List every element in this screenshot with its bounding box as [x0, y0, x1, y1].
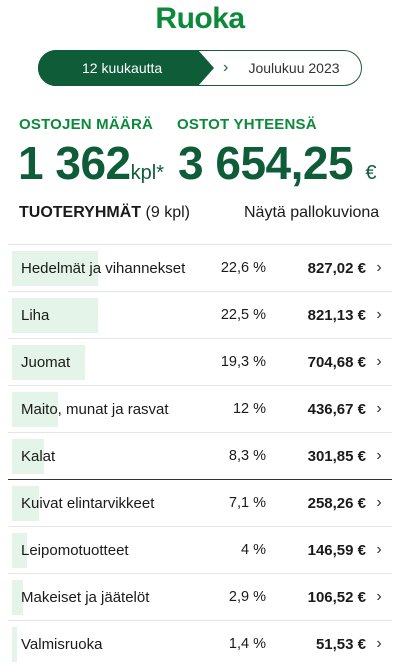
chevron-right-icon[interactable]: › — [376, 541, 382, 558]
category-amount: 436,67 € — [307, 400, 366, 418]
category-percent: 22,5 % — [220, 307, 266, 323]
category-percent: 1,4 % — [228, 636, 266, 652]
page-title: Ruoka — [155, 2, 245, 35]
category-amount: 106,52 € — [307, 588, 366, 606]
chevron-right-icon[interactable]: › — [376, 588, 382, 605]
chevron-right-icon[interactable]: › — [376, 635, 382, 652]
category-amount: 704,68 € — [307, 353, 366, 371]
category-row[interactable]: Juomat 19,3 % 704,68 € › — [8, 338, 392, 385]
total-number: 3 654,25 — [178, 137, 354, 189]
category-amount: 827,02 € — [307, 259, 366, 277]
category-row[interactable]: Hedelmät ja vihannekset 22,6 % 827,02 € › — [8, 244, 392, 291]
purchase-total-value: 3 654,25 € — [178, 136, 376, 190]
chevron-right-icon: › — [223, 59, 229, 76]
count-unit: kpl* — [130, 162, 164, 184]
share-bar — [12, 251, 98, 286]
category-name: Juomat — [21, 353, 71, 371]
product-groups-count: (9 kpl) — [145, 204, 190, 221]
chevron-right-icon[interactable]: › — [376, 494, 382, 511]
chevron-right-icon[interactable]: › — [376, 306, 382, 323]
category-percent: 19,3 % — [220, 354, 266, 370]
share-bar — [12, 345, 86, 380]
product-groups-heading: TUOTERYHMÄT (9 kpl) — [19, 204, 190, 222]
category-name: Hedelmät ja vihannekset — [21, 259, 186, 277]
purchase-total-label: OSTOT YHTEENSÄ — [177, 116, 317, 133]
category-amount: 51,53 € — [315, 635, 366, 653]
category-name: Valmisruoka — [21, 635, 103, 653]
category-row[interactable]: Maito, munat ja rasvat 12 % 436,67 € › — [8, 385, 392, 432]
category-percent: 4 % — [241, 542, 266, 558]
category-name: Liha — [21, 306, 50, 324]
category-percent: 12 % — [232, 401, 266, 417]
category-name: Kalat — [21, 447, 56, 465]
category-row[interactable]: Leipomotuotteet 4 % 146,59 € › — [8, 526, 392, 573]
product-groups-title: TUOTERYHMÄT — [19, 204, 142, 221]
category-row[interactable]: Makeiset ja jäätelöt 2,9 % 106,52 € › — [8, 573, 392, 620]
category-name: Makeiset ja jäätelöt — [21, 588, 150, 606]
share-bar — [12, 627, 18, 662]
total-unit: € — [365, 162, 377, 184]
category-percent: 2,9 % — [228, 589, 266, 605]
category-row[interactable]: Kuivat elintarvikkeet 7,1 % 258,26 € › — [8, 479, 392, 526]
share-bar — [12, 486, 40, 521]
share-bar — [12, 533, 28, 568]
share-bar — [12, 392, 58, 427]
category-name: Maito, munat ja rasvat — [21, 400, 169, 418]
purchase-count-label: OSTOJEN MÄÄRÄ — [19, 116, 154, 133]
category-list: Hedelmät ja vihannekset 22,6 % 827,02 € › Li… — [8, 244, 392, 667]
chevron-right-icon[interactable]: › — [376, 353, 382, 370]
category-percent: 7,1 % — [228, 495, 266, 511]
period-option-12-months[interactable]: 12 kuukautta — [38, 50, 214, 86]
category-amount: 821,13 € — [307, 306, 366, 324]
category-percent: 22,6 % — [220, 260, 266, 276]
chevron-right-icon[interactable]: › — [376, 400, 382, 417]
category-amount: 146,59 € — [307, 541, 366, 559]
category-amount: 301,85 € — [307, 447, 366, 465]
chevron-right-icon[interactable]: › — [376, 259, 382, 276]
category-name: Leipomotuotteet — [21, 541, 129, 559]
share-bar — [12, 580, 24, 615]
category-name: Kuivat elintarvikkeet — [21, 494, 155, 512]
chevron-right-icon[interactable]: › — [376, 447, 382, 464]
share-bar — [12, 439, 44, 474]
show-as-pie-toggle[interactable]: Näytä pallokuviona — [244, 204, 380, 221]
category-percent: 8,3 % — [228, 448, 266, 464]
category-row[interactable]: Liha 22,5 % 821,13 € › — [8, 291, 392, 338]
count-number: 1 362 — [18, 137, 131, 189]
category-row[interactable]: Kalat 8,3 % 301,85 € › — [8, 432, 392, 479]
purchase-count-value: 1 362kpl* — [18, 136, 164, 190]
category-amount: 258,26 € — [307, 494, 366, 512]
period-toggle[interactable]: 12 kuukautta › Joulukuu 2023 — [38, 50, 362, 86]
share-bar — [12, 298, 98, 333]
period-option-month[interactable]: Joulukuu 2023 — [248, 60, 340, 76]
category-row[interactable]: Valmisruoka 1,4 % 51,53 € › — [8, 620, 392, 667]
